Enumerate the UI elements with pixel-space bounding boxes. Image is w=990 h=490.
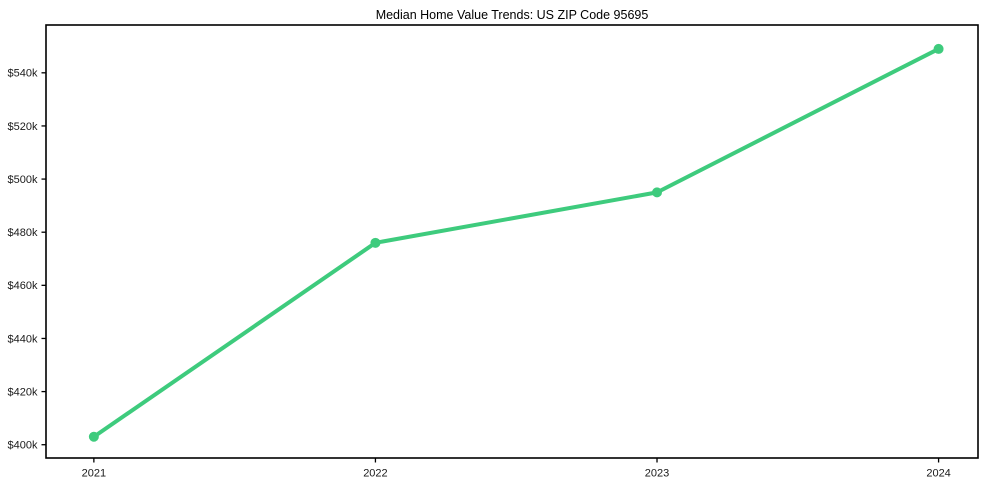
y-tick-label: $520k: [8, 121, 38, 133]
y-tick-label: $540k: [8, 68, 38, 80]
plot-frame: [45, 24, 979, 459]
data-point-2021: [88, 431, 99, 442]
x-tick-label: 2024: [926, 468, 950, 480]
data-point-2022: [370, 237, 381, 248]
y-tick-label: $500k: [8, 174, 38, 186]
x-tick-label: 2021: [82, 468, 106, 480]
data-point-2023: [652, 187, 663, 198]
y-tick-label: $460k: [8, 280, 38, 292]
y-tick-label: $400k: [8, 440, 38, 452]
y-tick-label: $480k: [8, 227, 38, 239]
chart-title: Median Home Value Trends: US ZIP Code 95…: [376, 8, 649, 22]
y-tick-label: $440k: [8, 333, 38, 345]
x-tick-label: 2022: [363, 468, 387, 480]
data-point-2024: [933, 43, 944, 54]
x-tick-label: 2023: [645, 468, 669, 480]
trend-line: [91, 46, 941, 439]
y-tick-label: $420k: [8, 386, 38, 398]
